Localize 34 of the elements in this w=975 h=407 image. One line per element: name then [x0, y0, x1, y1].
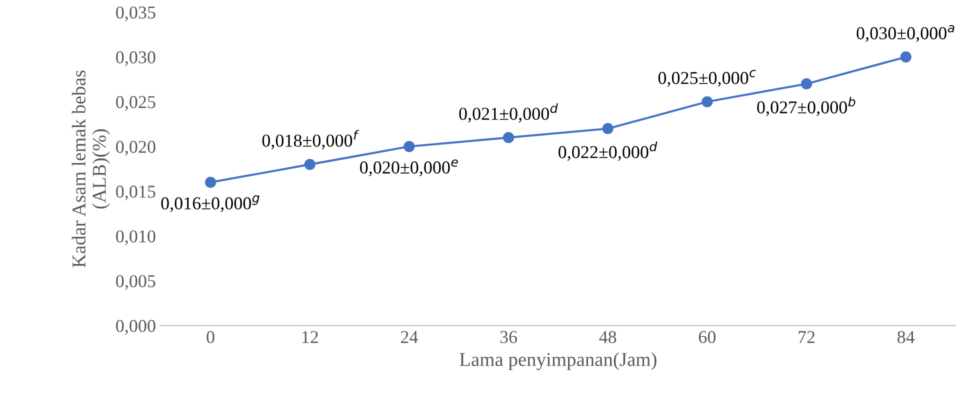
x-axis-title: Lama penyimpanan(Jam)	[460, 352, 656, 370]
data-label: 0,018±0,000$^{f}$	[262, 130, 360, 150]
y-tick-label: 0,035	[116, 6, 156, 22]
x-tick-label: 12	[302, 331, 318, 343]
y-axis-title: Kadar Asam lemak bebas (ALB)(%)	[72, 70, 110, 268]
data-label: 0,030±0,000$^{a}$	[856, 25, 954, 42]
data-label: 0,020±0,000$^{e}$	[360, 159, 458, 176]
point	[204, 176, 216, 188]
point	[800, 78, 812, 90]
x-tick-label: 36	[500, 331, 518, 344]
y-tick-label: 0,000	[116, 320, 156, 335]
y-tick-label: 0,020	[116, 140, 156, 156]
data-label: 0,025±0,000$^{c}$	[658, 70, 756, 87]
data-label: 0,016±0,000$^{g}$	[161, 195, 260, 212]
x-tick-label: 84	[897, 330, 915, 344]
y-tick-label: 0,025	[116, 96, 156, 111]
point	[502, 132, 514, 144]
point	[702, 96, 713, 108]
data-label: 0,027±0,000$^{b}$	[757, 96, 856, 116]
data-label: 0,022±0,000$^{d}$	[558, 142, 658, 161]
point	[900, 51, 912, 63]
data-label: 0,021±0,000$^{d}$	[459, 103, 558, 123]
point	[304, 158, 316, 170]
point	[404, 140, 415, 152]
y-tick-label: 0,015	[116, 186, 156, 200]
x-tick-label: 48	[599, 330, 616, 344]
y-tick-label: 0,005	[116, 275, 156, 290]
y-tick-label: 0,010	[116, 230, 156, 246]
x-tick-label: 0	[206, 330, 214, 344]
y-tick-label: 0,030	[116, 51, 156, 66]
x-tick-label: 24	[400, 331, 418, 343]
x-tick-label: 60	[698, 330, 716, 344]
point	[602, 123, 614, 134]
x-tick-label: 72	[798, 331, 815, 343]
